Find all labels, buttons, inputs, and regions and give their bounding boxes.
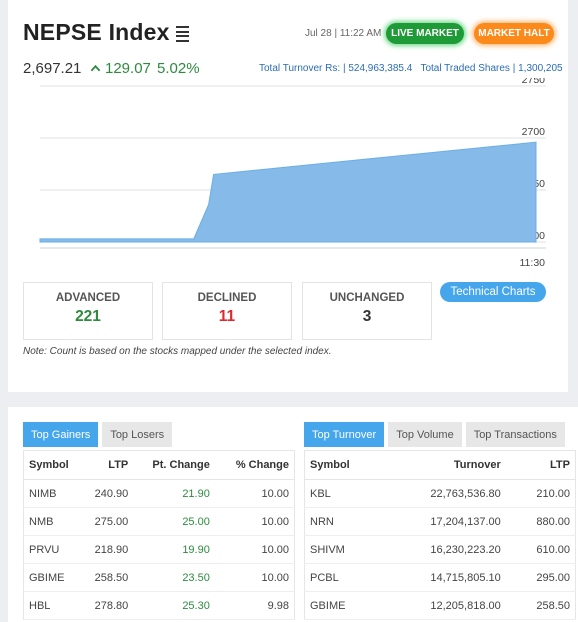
count-note: Note: Count is based on the stocks mappe… — [23, 346, 332, 357]
cell-turnover: 16,230,223.20 — [374, 535, 506, 564]
cell-symbol: NIMB — [23, 479, 84, 508]
index-change-percent: 5.02% — [157, 60, 200, 77]
tab-top-gainers[interactable]: Top Gainers — [23, 422, 99, 447]
cell-symbol: PRVU — [23, 535, 84, 564]
col-ltp: LTP — [83, 450, 134, 480]
cell-ltp: 610.00 — [505, 535, 576, 564]
cell-pct-change: 9.98 — [214, 591, 295, 620]
table-row[interactable]: SHIVM 16,230,223.20 610.00 — [304, 535, 576, 564]
cell-turnover: 12,205,818.00 — [374, 591, 506, 620]
technical-charts-button[interactable]: Technical Charts — [440, 282, 546, 302]
cell-pt-change: 19.90 — [133, 535, 215, 564]
turnover-tab-bar: Top Turnover Top Volume Top Transactions — [304, 422, 565, 447]
hamburger-menu-icon[interactable] — [176, 26, 189, 42]
tab-top-volume[interactable]: Top Volume — [388, 422, 462, 447]
table-row[interactable]: HBL 278.80 25.30 9.98 — [23, 591, 295, 620]
table-row[interactable]: NRN 17,204,137.00 880.00 — [304, 507, 576, 536]
x-tick-label: 11:30 — [520, 257, 546, 269]
tab-top-turnover[interactable]: Top Turnover — [304, 422, 385, 447]
total-shares-label: Total Traded Shares — [420, 63, 510, 74]
tab-top-losers[interactable]: Top Losers — [102, 422, 173, 447]
cell-symbol: KBL — [304, 479, 375, 508]
area-series — [39, 141, 537, 243]
declined-box: DECLINED 11 — [162, 282, 292, 340]
cell-ltp: 240.90 — [83, 479, 134, 508]
index-area-chart: 275027002650260011:30 — [39, 78, 546, 269]
cell-symbol: PCBL — [304, 563, 375, 592]
col-symbol: Symbol — [23, 450, 84, 480]
cell-ltp: 210.00 — [505, 479, 576, 508]
top-turnover-table: Symbol Turnover LTP KBL 22,763,536.80 21… — [304, 450, 576, 620]
page-title: NEPSE Index — [23, 19, 170, 45]
total-turnover-label: Total Turnover Rs: — [259, 63, 341, 74]
cell-pt-change: 25.00 — [133, 507, 215, 536]
advanced-box: ADVANCED 221 — [23, 282, 153, 340]
market-datetime: Jul 28 | 11:22 AM — [305, 28, 382, 39]
index-change-points: 129.07 — [105, 60, 151, 77]
declined-value: 11 — [218, 308, 236, 325]
cell-symbol: GBIME — [304, 591, 375, 620]
cell-symbol: NMB — [23, 507, 84, 536]
cell-pt-change: 21.90 — [133, 479, 215, 508]
col-turnover: Turnover — [374, 450, 506, 480]
cell-pt-change: 25.30 — [133, 591, 215, 620]
table-row[interactable]: NMB 275.00 25.00 10.00 — [23, 507, 295, 536]
index-value: 2,697.21 — [23, 60, 82, 77]
cell-pt-change: 23.50 — [133, 563, 215, 592]
cell-ltp: 218.90 — [83, 535, 134, 564]
col-symbol: Symbol — [304, 450, 375, 480]
col-pct-change: % Change — [214, 450, 295, 480]
y-tick-label: 2750 — [522, 78, 546, 86]
cell-ltp: 295.00 — [505, 563, 576, 592]
col-ltp: LTP — [505, 450, 576, 480]
table-row[interactable]: KBL 22,763,536.80 210.00 — [304, 479, 576, 508]
cell-ltp: 258.50 — [83, 563, 134, 592]
tab-top-transactions[interactable]: Top Transactions — [465, 422, 565, 447]
caret-up-icon — [90, 64, 101, 72]
total-shares-value: 1,300,205 — [518, 63, 563, 74]
unchanged-value: 3 — [362, 308, 372, 325]
cell-ltp: 880.00 — [505, 507, 576, 536]
cell-symbol: GBIME — [23, 563, 84, 592]
cell-turnover: 17,204,137.00 — [374, 507, 506, 536]
cell-symbol: NRN — [304, 507, 375, 536]
turnover-summary: Total Turnover Rs: | 524,963,385.4 Total… — [259, 63, 563, 74]
cell-pct-change: 10.00 — [214, 535, 295, 564]
cell-pct-change: 10.00 — [214, 479, 295, 508]
total-turnover-value: 524,963,385.4 — [348, 63, 413, 74]
declined-label: DECLINED — [197, 292, 257, 304]
table-header-row: Symbol Turnover LTP — [304, 450, 576, 480]
cell-pct-change: 10.00 — [214, 563, 295, 592]
market-halt-badge[interactable]: MARKET HALT — [474, 23, 554, 44]
cell-symbol: SHIVM — [304, 535, 375, 564]
cell-ltp: 275.00 — [83, 507, 134, 536]
gainers-tab-bar: Top Gainers Top Losers — [23, 422, 173, 447]
cell-symbol: HBL — [23, 591, 84, 620]
live-market-badge[interactable]: LIVE MARKET — [386, 23, 464, 44]
cell-ltp: 278.80 — [83, 591, 134, 620]
top-gainers-table: Symbol LTP Pt. Change % Change NIMB 240.… — [23, 450, 295, 620]
col-pt-change: Pt. Change — [133, 450, 215, 480]
advanced-label: ADVANCED — [55, 292, 121, 304]
cell-ltp: 258.50 — [505, 591, 576, 620]
table-row[interactable]: GBIME 12,205,818.00 258.50 — [304, 591, 576, 620]
advanced-value: 221 — [75, 308, 101, 325]
table-header-row: Symbol LTP Pt. Change % Change — [23, 450, 295, 480]
table-row[interactable]: PRVU 218.90 19.90 10.00 — [23, 535, 295, 564]
unchanged-label: UNCHANGED — [329, 292, 405, 304]
table-row[interactable]: PCBL 14,715,805.10 295.00 — [304, 563, 576, 592]
index-summary-card: NEPSE Index Jul 28 | 11:22 AM LIVE MARKE… — [8, 0, 568, 392]
table-row[interactable]: GBIME 258.50 23.50 10.00 — [23, 563, 295, 592]
unchanged-box: UNCHANGED 3 — [302, 282, 432, 340]
table-row[interactable]: NIMB 240.90 21.90 10.00 — [23, 479, 295, 508]
cell-turnover: 14,715,805.10 — [374, 563, 506, 592]
cell-turnover: 22,763,536.80 — [374, 479, 506, 508]
index-change: 129.07 — [90, 60, 151, 77]
cell-pct-change: 10.00 — [214, 507, 295, 536]
market-movers-card: Top Gainers Top Losers Symbol LTP Pt. Ch… — [8, 407, 578, 622]
y-tick-label: 2700 — [522, 126, 546, 138]
